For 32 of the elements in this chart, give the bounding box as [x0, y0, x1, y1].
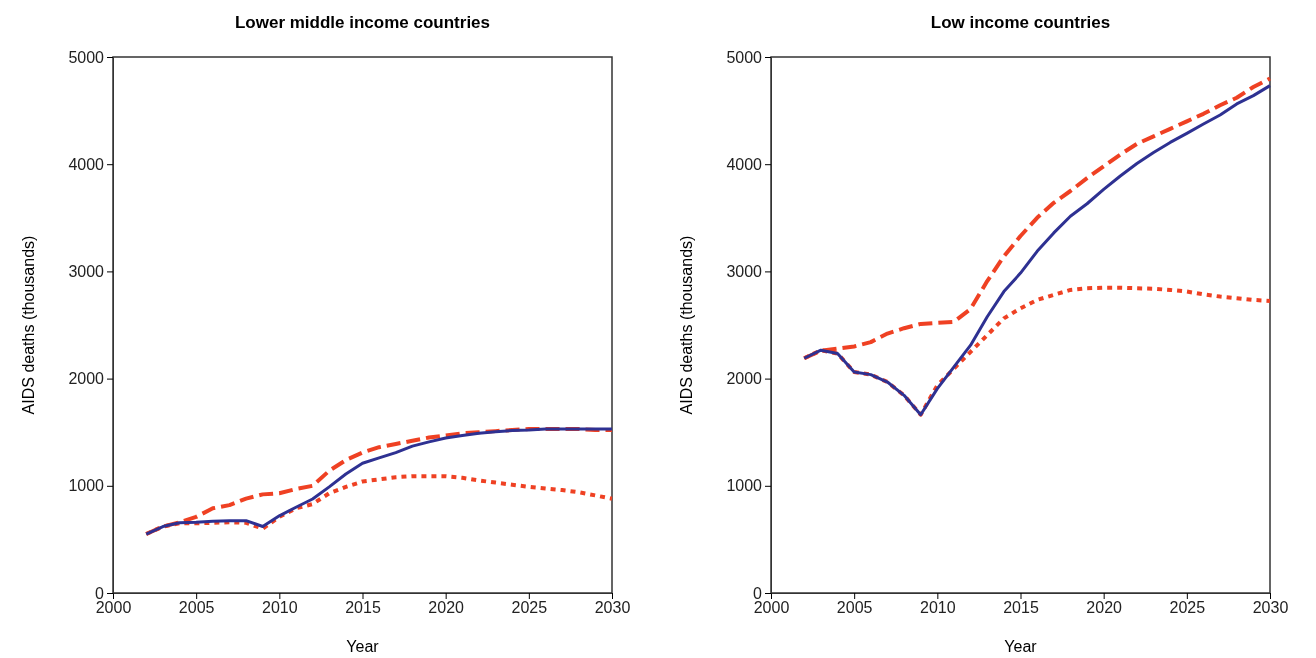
y-tick-label: 1000: [68, 477, 105, 495]
y-tick-label: 0: [95, 584, 105, 602]
y-tick-label: 4000: [726, 155, 763, 173]
x-tick-label: 2015: [345, 599, 381, 617]
x-tick-label: 2010: [262, 599, 298, 617]
x-tick-label: 2000: [95, 599, 132, 617]
chart-title: Low income countries: [930, 13, 1111, 32]
y-tick-label: 3000: [726, 263, 763, 281]
chart-title: Lower middle income countries: [234, 13, 491, 32]
y-tick-label: 2000: [726, 370, 763, 388]
y-axis-title: AIDS deaths (thousands): [678, 235, 695, 415]
x-tick-label: 2015: [1003, 599, 1039, 617]
x-axis-title: Year: [346, 638, 380, 655]
x-tick-label: 2030: [1252, 599, 1289, 617]
x-tick-label: 2025: [511, 599, 548, 617]
y-tick-label: 4000: [68, 155, 105, 173]
y-axis-title: AIDS deaths (thousands): [20, 235, 37, 415]
y-tick-label: 5000: [68, 48, 105, 66]
y-tick-label: 1000: [726, 477, 763, 495]
x-tick-label: 2005: [178, 599, 215, 617]
x-tick-label: 2025: [1169, 599, 1206, 617]
x-axis-title: Year: [1004, 638, 1038, 655]
x-tick-label: 2000: [753, 599, 790, 617]
x-tick-label: 2005: [836, 599, 873, 617]
x-tick-label: 2020: [428, 599, 465, 617]
x-tick-label: 2030: [594, 599, 631, 617]
y-tick-label: 5000: [726, 48, 763, 66]
y-tick-label: 0: [753, 584, 763, 602]
y-tick-label: 3000: [68, 263, 105, 281]
x-tick-label: 2010: [920, 599, 956, 617]
y-tick-label: 2000: [68, 370, 105, 388]
x-tick-label: 2020: [1086, 599, 1123, 617]
